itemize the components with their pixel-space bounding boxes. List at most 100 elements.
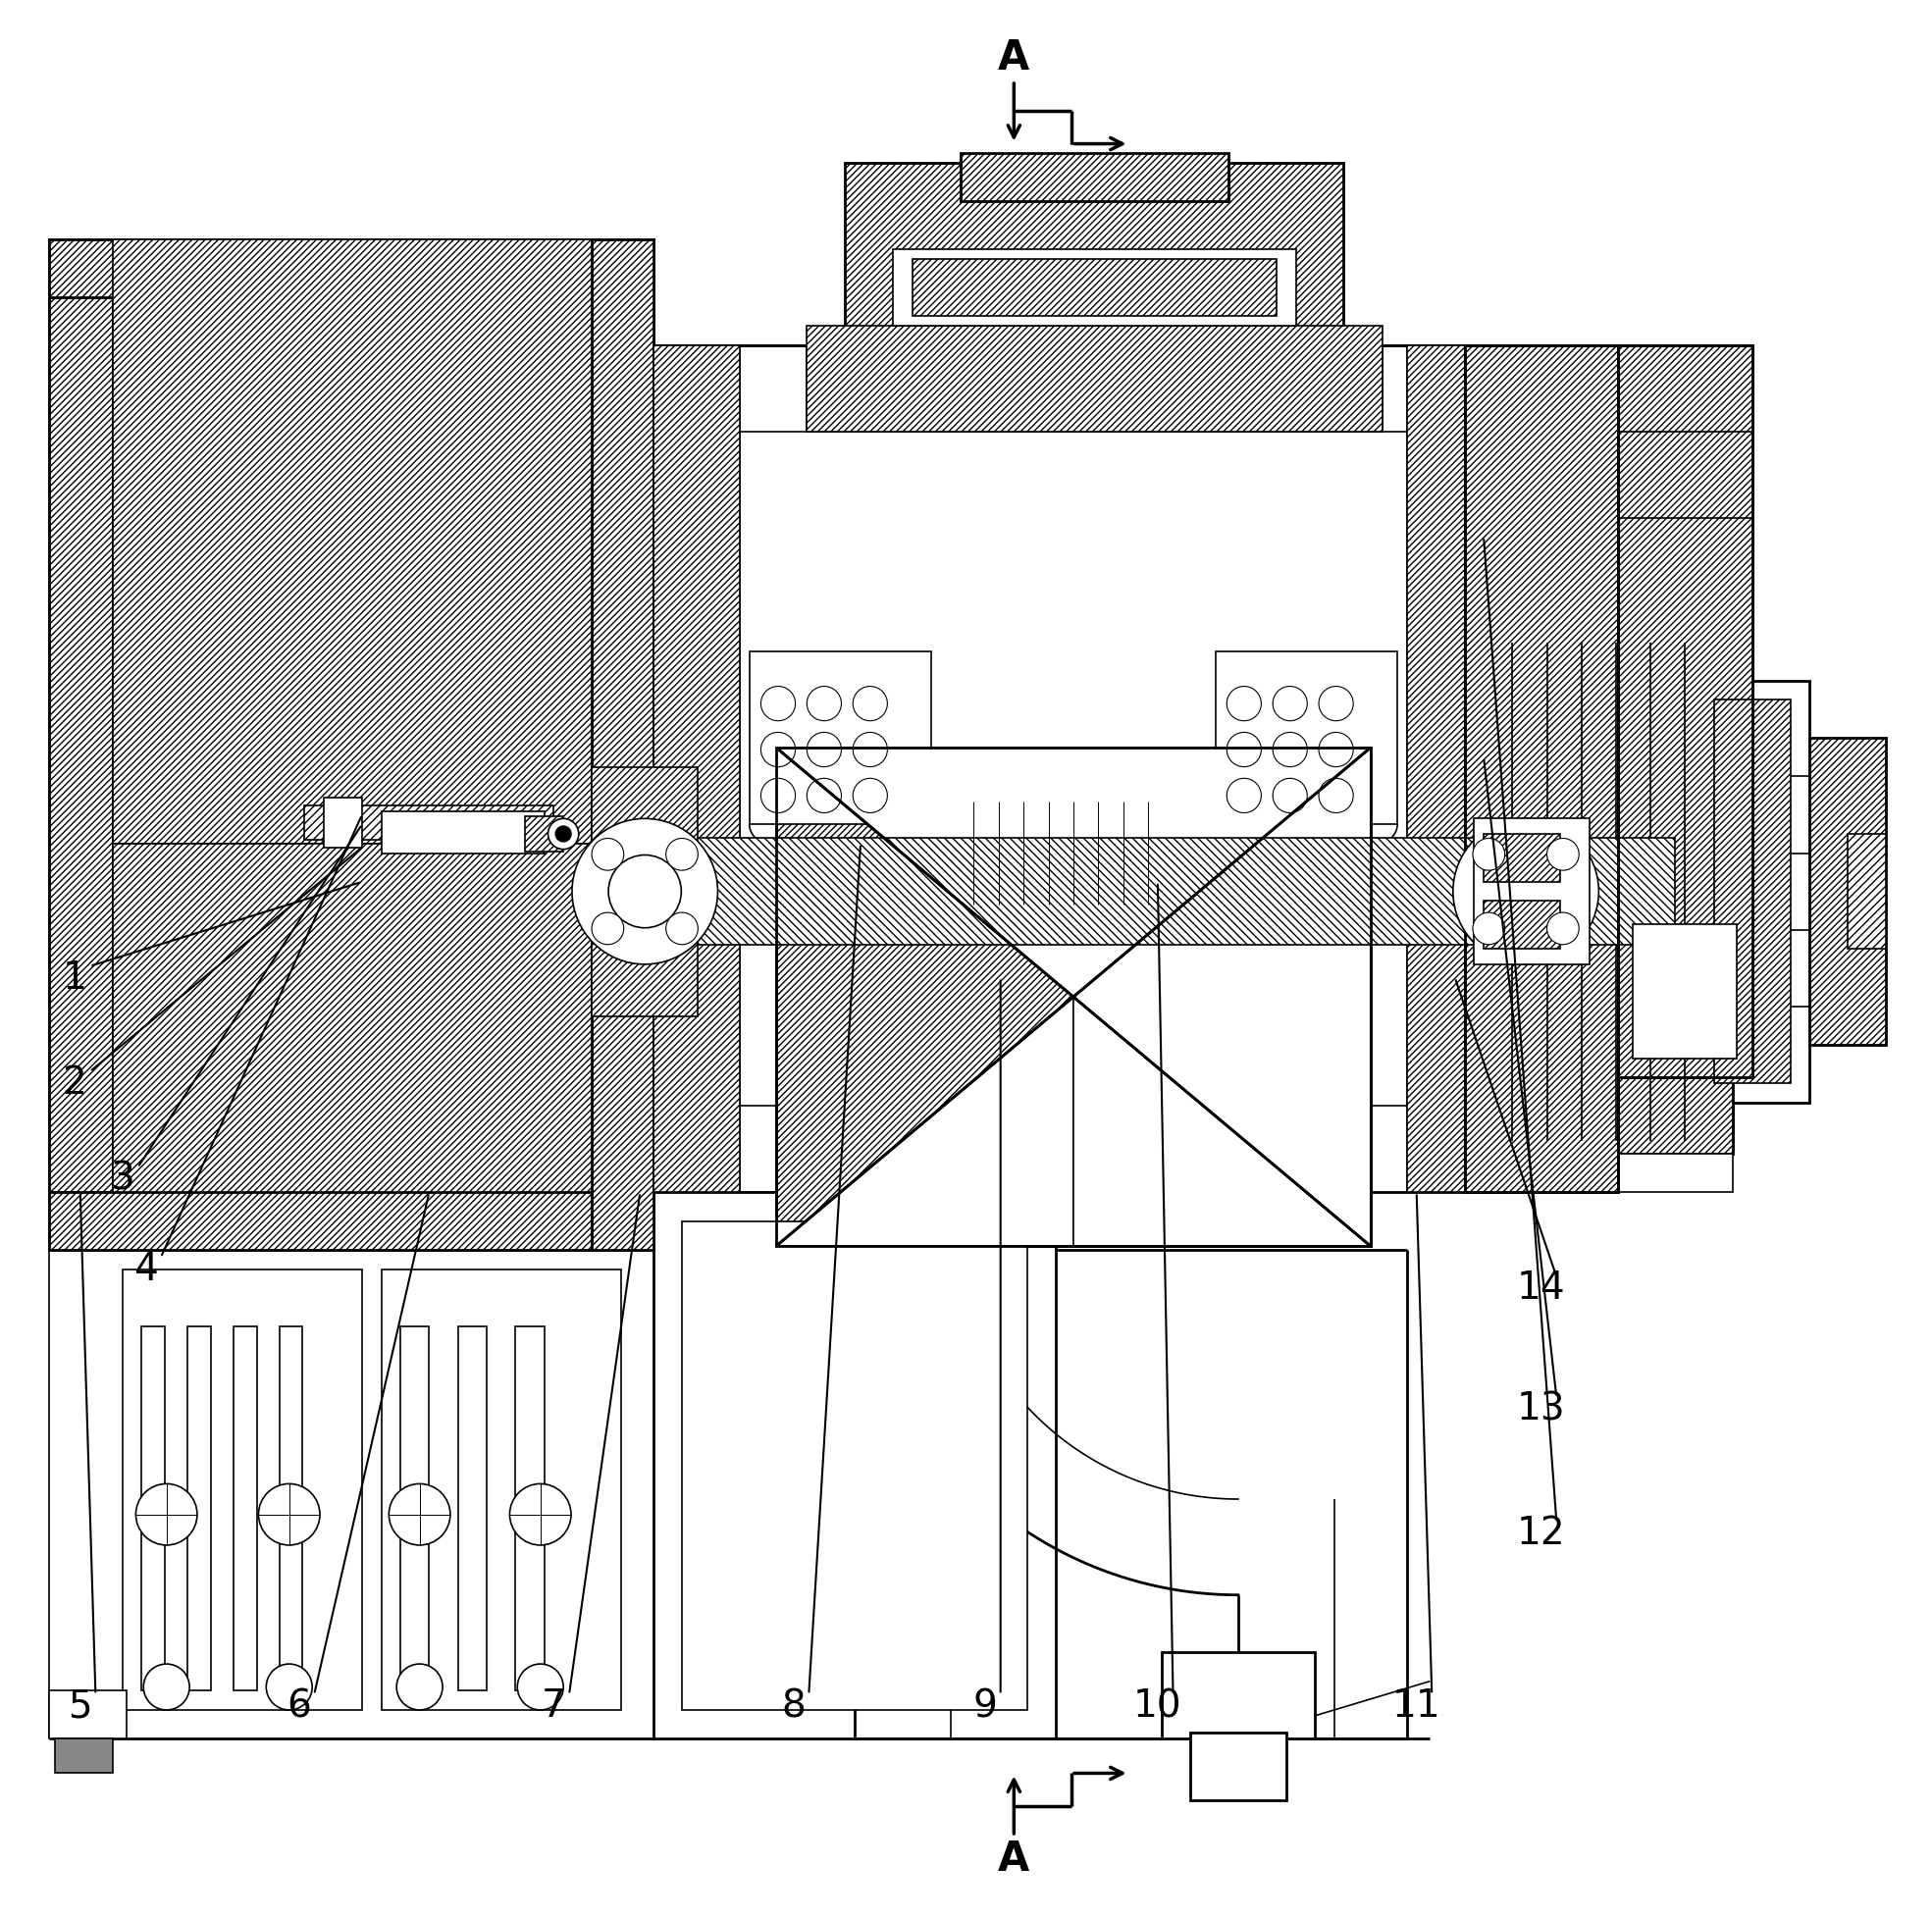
Circle shape [808, 732, 840, 767]
Text: 13: 13 [1517, 1390, 1565, 1428]
Polygon shape [112, 843, 591, 1192]
Circle shape [518, 1664, 564, 1710]
Bar [50, 1691, 126, 1739]
Text: 10: 10 [1134, 1687, 1182, 1725]
Bar [1464, 345, 1617, 1192]
Circle shape [761, 778, 796, 813]
Bar [777, 748, 1370, 1246]
Circle shape [143, 1664, 189, 1710]
Bar [400, 1327, 429, 1691]
Bar [591, 767, 697, 1016]
Circle shape [259, 1484, 321, 1545]
Circle shape [572, 819, 717, 964]
Circle shape [1227, 686, 1262, 721]
Bar [187, 1327, 211, 1691]
Circle shape [591, 838, 624, 870]
Polygon shape [1406, 345, 1493, 1192]
Circle shape [267, 1664, 313, 1710]
Circle shape [396, 1664, 442, 1710]
Circle shape [1320, 778, 1352, 813]
Bar [280, 1327, 303, 1691]
Circle shape [135, 1484, 197, 1545]
Circle shape [1273, 686, 1308, 721]
Bar [750, 652, 931, 824]
Bar [1617, 345, 1752, 1077]
Bar [381, 811, 545, 853]
Bar [50, 291, 355, 1192]
Bar [50, 240, 653, 345]
Bar [234, 1327, 257, 1691]
Bar [1810, 738, 1886, 1045]
Circle shape [1227, 732, 1262, 767]
Bar [808, 326, 1381, 431]
Text: 11: 11 [1393, 1687, 1441, 1725]
Circle shape [852, 686, 887, 721]
Bar [960, 153, 1229, 201]
Polygon shape [591, 240, 653, 805]
Bar [458, 1327, 487, 1691]
Circle shape [1548, 838, 1578, 870]
Bar [1161, 1652, 1316, 1739]
Circle shape [609, 855, 682, 928]
Text: 2: 2 [62, 1064, 87, 1102]
Polygon shape [591, 805, 653, 1250]
Bar [305, 805, 554, 840]
Text: 4: 4 [133, 1250, 158, 1288]
Polygon shape [1074, 997, 1370, 1246]
Bar [141, 1327, 164, 1691]
Circle shape [808, 686, 840, 721]
Circle shape [1320, 732, 1352, 767]
Circle shape [761, 732, 796, 767]
Polygon shape [1074, 748, 1370, 1246]
Polygon shape [777, 997, 1074, 1246]
Text: 6: 6 [286, 1687, 311, 1725]
Bar [1484, 901, 1561, 949]
Text: 7: 7 [541, 1687, 566, 1725]
Text: A: A [999, 36, 1030, 79]
Circle shape [510, 1484, 572, 1545]
Polygon shape [50, 1192, 653, 1250]
Circle shape [1453, 819, 1598, 964]
Bar [653, 1192, 1057, 1739]
Bar [50, 291, 653, 1192]
Text: 3: 3 [110, 1160, 135, 1198]
Circle shape [1227, 778, 1262, 813]
Bar [1484, 982, 1733, 1154]
Circle shape [808, 778, 840, 813]
Circle shape [556, 826, 572, 842]
Circle shape [591, 912, 624, 945]
Circle shape [1273, 778, 1308, 813]
Bar [653, 838, 1675, 945]
Bar [958, 796, 1188, 911]
Bar [112, 297, 591, 1192]
Bar [777, 748, 1370, 1246]
Bar [1215, 652, 1397, 824]
Text: 1: 1 [62, 958, 87, 997]
Text: 14: 14 [1517, 1269, 1565, 1307]
Bar [1464, 345, 1617, 1192]
Bar [682, 1221, 1028, 1710]
Bar [1484, 834, 1561, 882]
Polygon shape [112, 240, 591, 843]
Circle shape [1472, 912, 1505, 945]
Circle shape [549, 819, 580, 849]
Bar [1484, 633, 1733, 1150]
Circle shape [1548, 912, 1578, 945]
Bar [122, 1269, 361, 1710]
Bar [1190, 1733, 1287, 1800]
Circle shape [852, 778, 887, 813]
Circle shape [1472, 838, 1505, 870]
Circle shape [852, 732, 887, 767]
Bar [1694, 681, 1810, 1102]
Bar [844, 163, 1343, 345]
Bar [1714, 700, 1791, 1083]
Bar [912, 259, 1277, 316]
Circle shape [1490, 855, 1563, 928]
Polygon shape [50, 240, 112, 1192]
Text: 12: 12 [1517, 1514, 1565, 1553]
Bar [325, 797, 361, 847]
Bar [1484, 1154, 1733, 1192]
Text: 5: 5 [68, 1687, 93, 1725]
Bar [381, 1269, 620, 1710]
Bar [56, 1739, 112, 1773]
